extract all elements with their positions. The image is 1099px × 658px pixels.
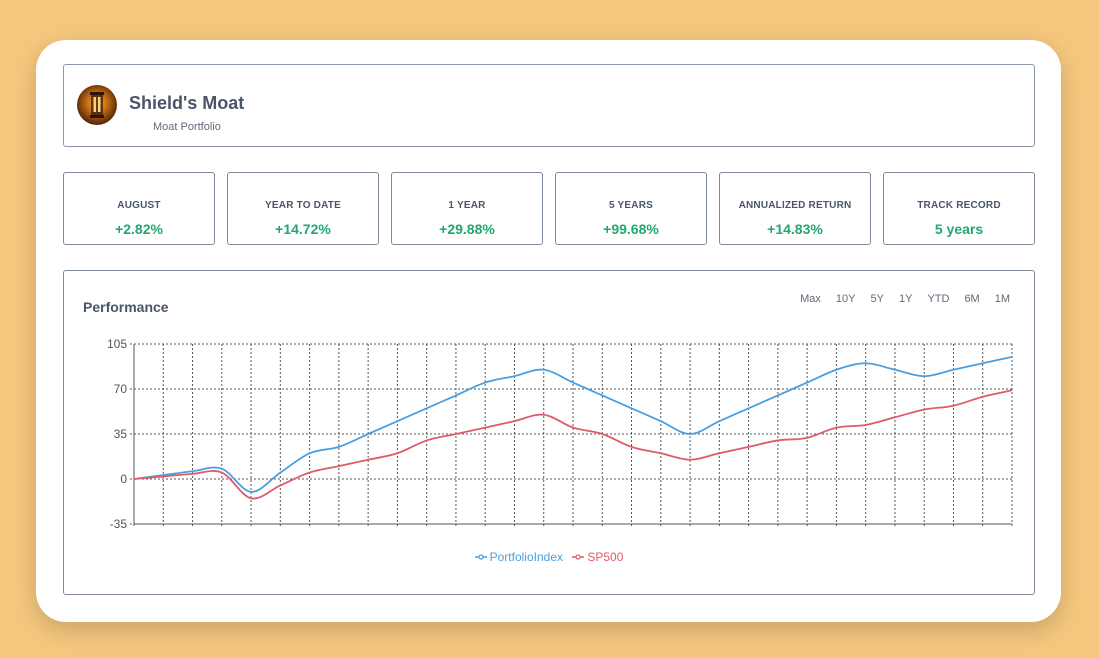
stat-label: 5 YEARS (608, 200, 653, 211)
stat-card-1-year: 1 YEAR +29.88% (391, 172, 543, 245)
stat-label: 1 YEAR (448, 200, 486, 211)
legend-marker-sp500 (572, 554, 585, 560)
stat-value: +2.82% (115, 221, 163, 237)
stat-label: ANNUALIZED RETURN (738, 200, 852, 211)
stat-card-annualized-return: ANNUALIZED RETURN +14.83% (719, 172, 871, 245)
page-subtitle: Moat Portfolio (153, 121, 221, 133)
series-line-portfolio (133, 355, 1013, 493)
stat-label: TRACK RECORD (917, 200, 1001, 211)
range-selector: Max 10Y 5Y 1Y YTD 6M 1M (785, 293, 1010, 305)
range-button-1y[interactable]: 1Y (898, 293, 913, 305)
legend-label-sp500: SP500 (587, 550, 624, 564)
y-tick-label: -35 (110, 517, 128, 531)
range-button-max[interactable]: Max (800, 293, 821, 305)
stat-value: +29.88% (439, 221, 495, 237)
performance-chart: -35 0 35 70 105 (107, 337, 1013, 531)
range-button-ytd[interactable]: YTD (927, 293, 950, 305)
stat-value: 5 years (934, 221, 984, 237)
performance-title: Performance (83, 299, 169, 315)
stat-value: +14.83% (767, 221, 823, 237)
range-button-1m[interactable]: 1M (994, 293, 1010, 305)
y-tick-label: 105 (107, 337, 127, 351)
legend-label-portfolio: PortfolioIndex (489, 550, 563, 564)
portfolio-header: Shield's Moat Moat Portfolio (63, 64, 1035, 147)
y-tick-label: 70 (114, 382, 128, 396)
range-button-5y[interactable]: 5Y (870, 293, 884, 305)
legend-item-portfolio[interactable]: PortfolioIndex (474, 550, 563, 564)
y-tick-label: 35 (114, 427, 128, 441)
stat-card-ytd: YEAR TO DATE +14.72% (227, 172, 379, 245)
performance-panel: Performance Max 10Y 5Y 1Y YTD 6M 1M -35 0… (63, 270, 1035, 595)
stat-card-5-years: 5 YEARS +99.68% (555, 172, 707, 245)
chart-legend: PortfolioIndex SP500 (64, 550, 1034, 564)
series-line-sp500 (133, 389, 1013, 500)
legend-item-sp500[interactable]: SP500 (572, 550, 623, 564)
dashboard-card: Shield's Moat Moat Portfolio AUGUST +2.8… (36, 40, 1061, 622)
stat-label: AUGUST (117, 200, 161, 211)
lantern-icon (77, 85, 117, 125)
stat-value: +14.72% (275, 221, 331, 237)
stat-card-track-record: TRACK RECORD 5 years (883, 172, 1035, 245)
stat-value: +99.68% (603, 221, 659, 237)
range-button-6m[interactable]: 6M (964, 293, 980, 305)
page-title: Shield's Moat (129, 93, 245, 113)
stat-label: YEAR TO DATE (265, 200, 341, 211)
y-tick-label: 0 (120, 472, 127, 486)
legend-marker-portfolio (474, 554, 487, 560)
range-button-10y[interactable]: 10Y (835, 293, 856, 305)
stat-card-august: AUGUST +2.82% (63, 172, 215, 245)
